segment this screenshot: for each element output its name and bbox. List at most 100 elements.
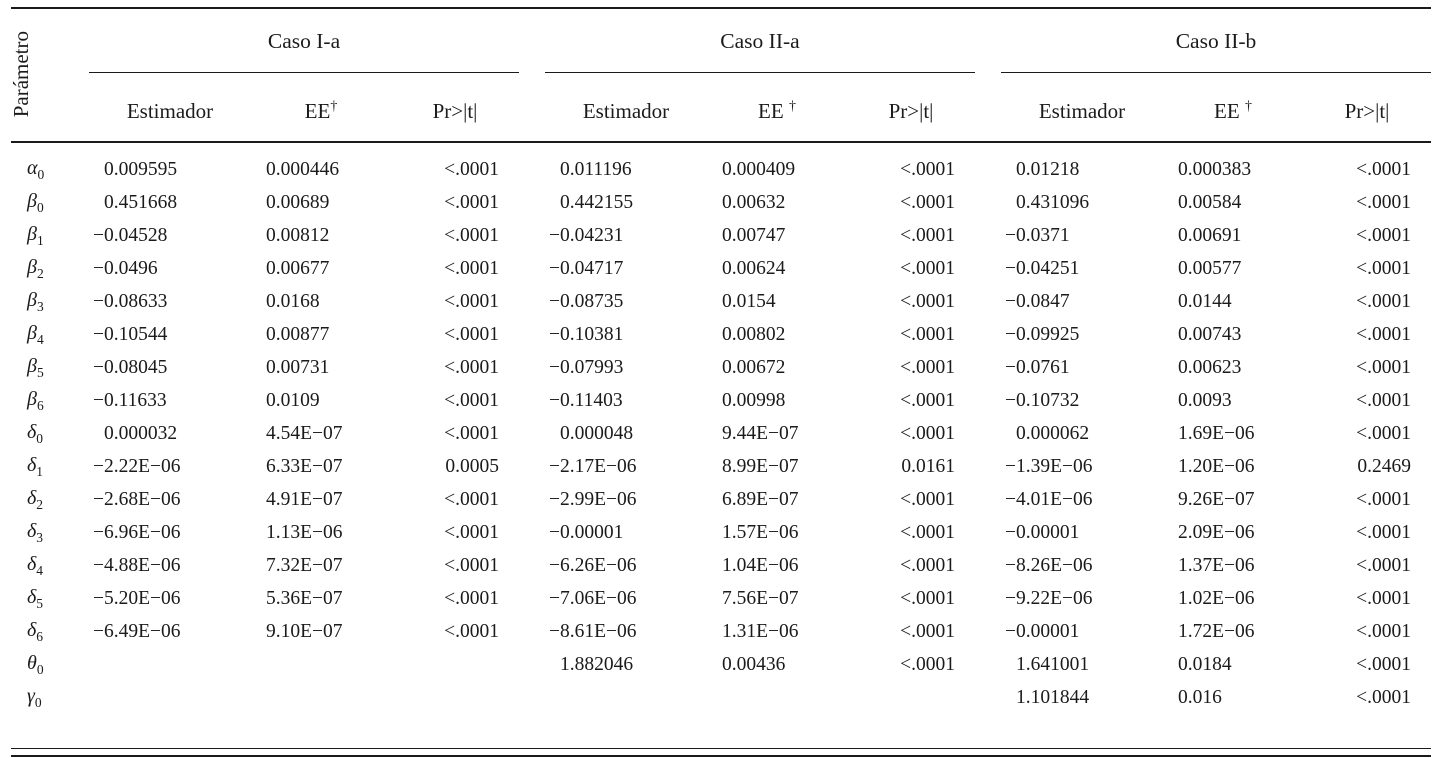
cell-caso-ii-b-pr: <.0001 xyxy=(1356,390,1411,412)
cell-caso-ii-b-ee: 0.0184 xyxy=(1178,654,1232,676)
table-row: δ0 0.000032 4.54E−07 <.0001 0.000048 9.4… xyxy=(11,418,1431,451)
greek-symbol: β xyxy=(27,190,37,213)
cell-caso-i-a-pr: <.0001 xyxy=(444,588,499,610)
param-label: δ2 xyxy=(11,487,89,513)
cell-caso-ii-a-estimador: −0.04717 xyxy=(549,258,624,280)
param-subscript: 0 xyxy=(36,662,44,678)
cell-caso-ii-a-pr: <.0001 xyxy=(900,324,955,346)
param-subscript: 0 xyxy=(37,167,45,183)
cell-caso-ii-b-estimador: −8.26E−06 xyxy=(1005,555,1093,577)
table-row: δ3 −6.96E−06 1.13E−06 <.0001 −0.00001 1.… xyxy=(11,517,1431,550)
cell-caso-ii-b-ee: 0.00584 xyxy=(1178,192,1242,214)
param-label: δ3 xyxy=(11,520,89,546)
param-label: β0 xyxy=(11,190,89,216)
param-label: β3 xyxy=(11,289,89,315)
param-label: δ6 xyxy=(11,619,89,645)
cell-caso-ii-b-estimador: −0.00001 xyxy=(1005,522,1080,544)
cell-caso-ii-a-ee: 1.57E−06 xyxy=(722,522,799,544)
cell-caso-ii-a-estimador: 1.882046 xyxy=(560,654,634,676)
cell-caso-i-a-pr: <.0001 xyxy=(444,357,499,379)
cell-caso-ii-b-pr: <.0001 xyxy=(1356,654,1411,676)
greek-symbol: α xyxy=(27,157,38,180)
ee-label: EE xyxy=(304,99,331,124)
cell-caso-i-a-estimador: −6.49E−06 xyxy=(93,621,181,643)
cell-caso-i-a-estimador: 0.451668 xyxy=(104,192,178,214)
cell-caso-ii-a-estimador: −7.06E−06 xyxy=(549,588,637,610)
cell-caso-ii-b-pr: <.0001 xyxy=(1356,621,1411,643)
column-header-estimador: Estimador xyxy=(126,99,214,124)
cell-caso-ii-a-pr: <.0001 xyxy=(900,588,955,610)
cell-caso-ii-a-ee: 6.89E−07 xyxy=(722,489,799,511)
cell-caso-i-a-ee: 0.000446 xyxy=(266,159,340,181)
param-subscript: 3 xyxy=(36,299,44,315)
table-row: β6 −0.11633 0.0109 <.0001 −0.11403 0.009… xyxy=(11,385,1431,418)
column-header-estimador: Estimador xyxy=(582,99,670,124)
greek-symbol: θ xyxy=(27,652,37,675)
cell-caso-i-a-estimador: −0.08633 xyxy=(93,291,168,313)
cell-caso-ii-a-ee: 0.00436 xyxy=(722,654,786,676)
param-label: δ5 xyxy=(11,586,89,612)
column-header-ee: EE † xyxy=(707,77,847,141)
greek-symbol: β xyxy=(27,355,37,378)
cell-caso-ii-a-pr: <.0001 xyxy=(900,258,955,280)
cell-caso-ii-b-estimador: 1.101844 xyxy=(1016,687,1090,709)
cell-caso-ii-a-pr: <.0001 xyxy=(900,522,955,544)
bottom-rule-inner xyxy=(11,747,1431,749)
section-rule-caso-i-a xyxy=(89,71,519,74)
greek-symbol: β xyxy=(27,289,37,312)
cell-caso-i-a-estimador: −4.88E−06 xyxy=(93,555,181,577)
cell-caso-i-a-estimador: −2.68E−06 xyxy=(93,489,181,511)
greek-symbol: β xyxy=(27,256,37,279)
param-label: β5 xyxy=(11,355,89,381)
cell-caso-ii-b-ee: 0.00623 xyxy=(1178,357,1242,379)
cell-caso-ii-a-estimador: −0.00001 xyxy=(549,522,624,544)
cell-caso-ii-a-estimador: −0.08735 xyxy=(549,291,624,313)
column-header-ee: EE † xyxy=(1163,77,1303,141)
cell-caso-i-a-estimador: 0.009595 xyxy=(104,159,178,181)
cell-caso-ii-b-ee: 9.26E−07 xyxy=(1178,489,1255,511)
cell-caso-ii-a-ee: 8.99E−07 xyxy=(722,456,799,478)
cell-caso-ii-b-estimador: −9.22E−06 xyxy=(1005,588,1093,610)
cell-caso-ii-b-estimador: 0.431096 xyxy=(1016,192,1090,214)
section-title-caso-i-a: Caso I-a xyxy=(267,29,341,54)
param-subscript: 3 xyxy=(36,530,44,546)
cell-caso-ii-a-estimador: 0.442155 xyxy=(560,192,634,214)
column-header-estimador: Estimador xyxy=(1038,99,1126,124)
cell-caso-ii-b-ee: 0.000383 xyxy=(1178,159,1252,181)
cell-caso-ii-a-pr: <.0001 xyxy=(900,192,955,214)
bottom-rule-outer xyxy=(11,754,1431,757)
cell-caso-ii-b-ee: 0.0144 xyxy=(1178,291,1232,313)
cell-caso-i-a-ee: 0.0109 xyxy=(266,390,320,412)
column-header-pr: Pr>|t| xyxy=(888,99,934,124)
param-label: δ4 xyxy=(11,553,89,579)
cell-caso-ii-b-pr: <.0001 xyxy=(1356,324,1411,346)
param-label: β4 xyxy=(11,322,89,348)
cell-caso-ii-b-pr: <.0001 xyxy=(1356,192,1411,214)
param-column-header: Parámetro xyxy=(9,31,33,118)
cell-caso-ii-b-estimador: −0.0761 xyxy=(1005,357,1070,379)
param-label: γ0 xyxy=(11,685,89,711)
param-subscript: 5 xyxy=(36,365,44,381)
cell-caso-ii-b-pr: 0.2469 xyxy=(1357,456,1411,478)
greek-symbol: δ xyxy=(27,421,37,444)
dagger-superscript: † xyxy=(1244,99,1252,115)
param-label: α0 xyxy=(11,157,89,183)
cell-caso-i-a-estimador: −5.20E−06 xyxy=(93,588,181,610)
cell-caso-i-a-estimador: −0.11633 xyxy=(93,390,167,412)
cell-caso-ii-b-pr: <.0001 xyxy=(1356,522,1411,544)
cell-caso-i-a-pr: <.0001 xyxy=(444,390,499,412)
cell-caso-ii-a-estimador: 0.000048 xyxy=(560,423,634,445)
dagger-superscript: † xyxy=(788,99,796,115)
cell-caso-ii-b-pr: <.0001 xyxy=(1356,159,1411,181)
cell-caso-ii-a-ee: 0.00624 xyxy=(722,258,786,280)
cell-caso-ii-b-pr: <.0001 xyxy=(1356,225,1411,247)
param-label: θ0 xyxy=(11,652,89,678)
cell-caso-i-a-estimador: −0.04528 xyxy=(93,225,168,247)
cell-caso-ii-b-pr: <.0001 xyxy=(1356,423,1411,445)
cell-caso-i-a-ee: 0.00677 xyxy=(266,258,330,280)
cell-caso-ii-b-ee: 0.016 xyxy=(1178,687,1222,709)
table-header: Parámetro Caso I-a Caso II-a Caso II-b E… xyxy=(9,9,1431,141)
cell-caso-ii-b-pr: <.0001 xyxy=(1356,291,1411,313)
cell-caso-ii-b-estimador: −1.39E−06 xyxy=(1005,456,1093,478)
